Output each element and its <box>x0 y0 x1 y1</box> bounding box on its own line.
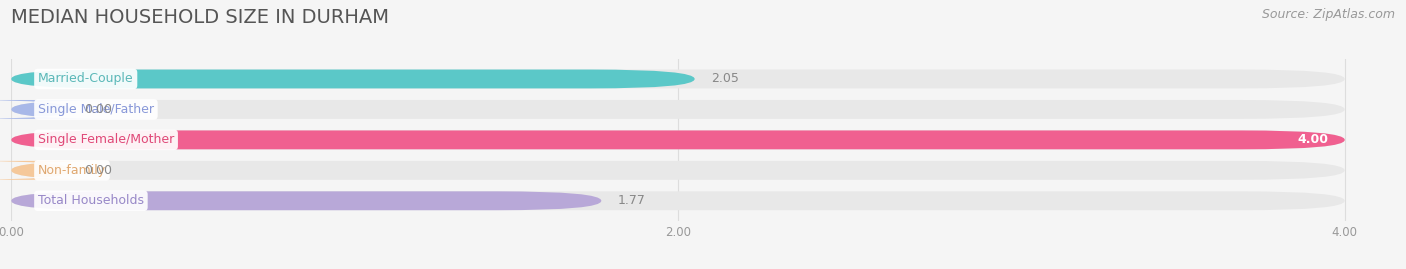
FancyBboxPatch shape <box>11 161 1344 180</box>
Text: MEDIAN HOUSEHOLD SIZE IN DURHAM: MEDIAN HOUSEHOLD SIZE IN DURHAM <box>11 8 389 27</box>
FancyBboxPatch shape <box>11 191 602 210</box>
FancyBboxPatch shape <box>11 69 1344 89</box>
FancyBboxPatch shape <box>11 130 1344 149</box>
Text: 4.00: 4.00 <box>1298 133 1329 146</box>
FancyBboxPatch shape <box>11 69 695 89</box>
FancyBboxPatch shape <box>0 100 115 119</box>
Text: 2.05: 2.05 <box>711 72 740 86</box>
Text: Married-Couple: Married-Couple <box>38 72 134 86</box>
Text: 1.77: 1.77 <box>619 194 645 207</box>
FancyBboxPatch shape <box>11 191 1344 210</box>
Text: 0.00: 0.00 <box>84 103 112 116</box>
Text: Single Female/Mother: Single Female/Mother <box>38 133 174 146</box>
FancyBboxPatch shape <box>11 130 1344 149</box>
FancyBboxPatch shape <box>0 161 115 180</box>
Text: 0.00: 0.00 <box>84 164 112 177</box>
Text: Total Households: Total Households <box>38 194 143 207</box>
Text: Source: ZipAtlas.com: Source: ZipAtlas.com <box>1261 8 1395 21</box>
Text: Non-family: Non-family <box>38 164 105 177</box>
FancyBboxPatch shape <box>11 100 1344 119</box>
Text: Single Male/Father: Single Male/Father <box>38 103 153 116</box>
